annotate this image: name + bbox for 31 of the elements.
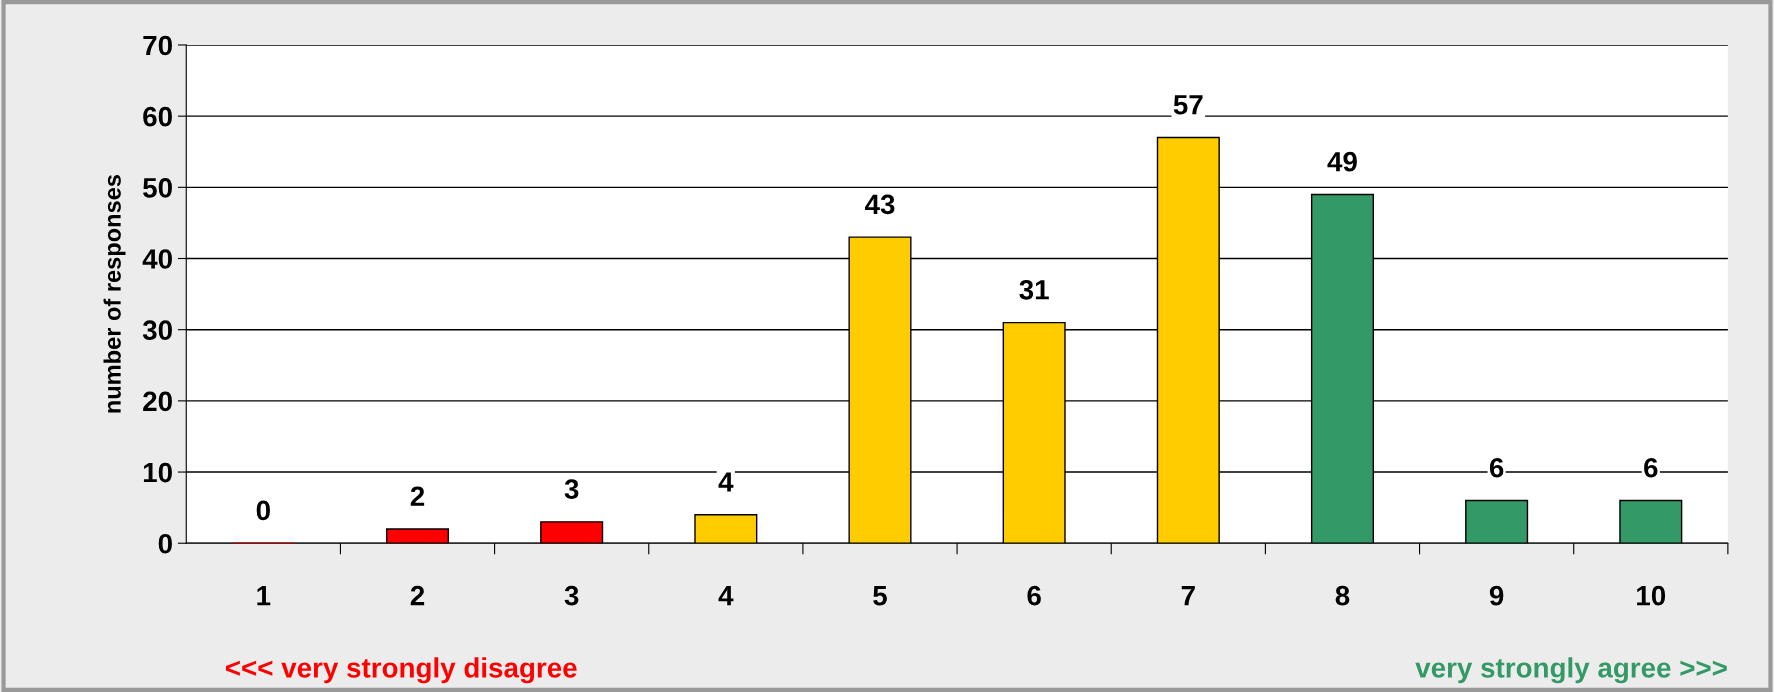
data-label: 57 bbox=[1173, 95, 1203, 115]
x-tick-label: 9 bbox=[1489, 585, 1504, 606]
data-label: 2 bbox=[410, 486, 425, 506]
x-tick-label: 7 bbox=[1181, 586, 1195, 606]
y-tick-label: 0 bbox=[158, 533, 172, 554]
x-tick-label: 3 bbox=[564, 585, 579, 606]
y-tick-label: 50 bbox=[143, 178, 172, 198]
y-tick-label: 20 bbox=[143, 391, 172, 412]
x-tick-label: 1 bbox=[257, 586, 271, 606]
text: very strongly agree >>> bbox=[1415, 657, 1727, 684]
y-tick-label: 30 bbox=[142, 320, 172, 341]
data-label: 4 bbox=[718, 472, 734, 492]
y-tick-label: 60 bbox=[143, 106, 172, 127]
x-tick-label: 8 bbox=[1335, 585, 1350, 606]
x-tick-label: 4 bbox=[718, 586, 734, 606]
y-tick-label: 70 bbox=[143, 35, 172, 56]
y-axis-title: number of responses bbox=[103, 175, 126, 413]
data-label: 0 bbox=[256, 500, 270, 521]
data-label: 49 bbox=[1327, 151, 1357, 172]
data-label: 6 bbox=[1644, 457, 1658, 478]
x-tick-label: 2 bbox=[410, 585, 425, 606]
x-tick-label: 5 bbox=[873, 586, 887, 606]
text: <<< very strongly disagree bbox=[225, 657, 577, 684]
y-tick-label: 10 bbox=[143, 462, 172, 483]
x-tick-label: 6 bbox=[1027, 585, 1041, 606]
y-tick-label: 40 bbox=[142, 249, 172, 269]
data-label: 43 bbox=[864, 194, 895, 215]
x-tick-label: 10 bbox=[1637, 585, 1666, 606]
data-label: 31 bbox=[1019, 279, 1049, 300]
data-label: 3 bbox=[564, 479, 579, 499]
data-label: 6 bbox=[1489, 457, 1504, 478]
